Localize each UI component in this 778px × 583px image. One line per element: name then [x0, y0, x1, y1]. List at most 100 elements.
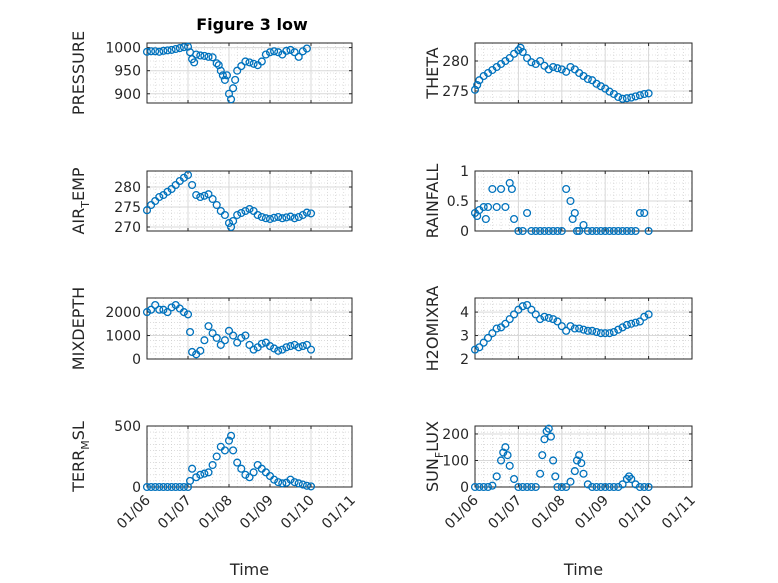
- data-point: [588, 226, 597, 236]
- data-point: [627, 319, 636, 328]
- data-point: [196, 192, 205, 202]
- data-point: [167, 482, 176, 492]
- y-axis-label: RAINFALL: [423, 164, 442, 239]
- data-point: [265, 342, 275, 351]
- data-point: [540, 312, 549, 321]
- data-point: [192, 473, 201, 482]
- data-point: [249, 345, 258, 354]
- data-point: [171, 180, 180, 190]
- data-point: [575, 226, 584, 236]
- y-tick-label: 0: [132, 352, 141, 368]
- y-tick-label: 100: [442, 453, 469, 469]
- data-point: [596, 82, 605, 91]
- data-point: [204, 322, 213, 331]
- data-point: [245, 58, 254, 67]
- data-point: [501, 443, 510, 452]
- data-point: [549, 456, 558, 465]
- data-point: [286, 45, 295, 54]
- data-point: [155, 47, 164, 56]
- data-point: [204, 52, 213, 61]
- y-tick-label: 4: [460, 305, 469, 321]
- data-point: [523, 482, 532, 492]
- data-point: [278, 479, 287, 488]
- data-point: [531, 310, 540, 319]
- data-point: [570, 324, 579, 333]
- data-point: [575, 324, 584, 333]
- data-point: [302, 44, 311, 53]
- data-point: [503, 451, 512, 460]
- subplot-1: 900 950 1000 PRESSURE: [69, 31, 353, 115]
- y-axis-label: PRESSURE: [69, 31, 88, 115]
- data-point: [175, 482, 184, 492]
- data-point: [577, 459, 586, 468]
- data-point: [282, 343, 291, 352]
- data-point: [470, 482, 480, 492]
- data-point: [588, 326, 597, 335]
- data-point: [492, 202, 501, 212]
- data-point: [229, 216, 238, 226]
- subplot-7: 0 500 01/06 01/07 01/08 01/09 01/10 01/11 Time TE…: [69, 419, 359, 579]
- data-point: [596, 482, 605, 492]
- data-point: [605, 226, 614, 236]
- data-point: [618, 480, 627, 489]
- data-point: [286, 342, 295, 351]
- data-point: [196, 470, 205, 479]
- data-point: [622, 320, 631, 330]
- data-point: [557, 482, 566, 492]
- data-point: [566, 62, 575, 72]
- data-point: [155, 192, 164, 202]
- data-point: [274, 212, 283, 222]
- data-point: [609, 226, 618, 236]
- data-point: [553, 64, 562, 73]
- data-point: [627, 474, 636, 484]
- data-point: [290, 48, 299, 57]
- data-point: [270, 213, 279, 222]
- data-point: [544, 226, 553, 236]
- data-point: [208, 194, 217, 204]
- data-point: [302, 481, 311, 490]
- data-point: [241, 57, 250, 66]
- data-point: [294, 479, 303, 488]
- data-point: [473, 80, 482, 90]
- y-tick-label: 0: [132, 480, 141, 496]
- data-point: [233, 66, 242, 75]
- data-point: [257, 339, 266, 348]
- data-point: [233, 338, 242, 347]
- data-point: [159, 482, 168, 492]
- data-point: [557, 65, 566, 74]
- data-point: [614, 226, 623, 236]
- data-point: [492, 472, 501, 481]
- data-point: [306, 482, 316, 491]
- data-point: [579, 220, 588, 230]
- data-point: [220, 446, 229, 455]
- data-point: [518, 302, 527, 311]
- data-point: [505, 461, 514, 470]
- data-point: [562, 326, 571, 335]
- data-point: [261, 50, 270, 59]
- data-point: [302, 340, 311, 349]
- data-point: [306, 345, 316, 354]
- y-tick-label: 1000: [105, 41, 141, 57]
- data-point: [605, 329, 614, 338]
- data-point: [142, 308, 152, 317]
- data-point: [200, 51, 209, 60]
- data-point: [592, 327, 601, 337]
- y-axis-label: SUNFLUX: [423, 421, 446, 492]
- data-point: [286, 212, 295, 221]
- data-point: [216, 66, 225, 75]
- data-point: [618, 323, 627, 332]
- x-tick-label: 01/07: [485, 493, 525, 533]
- data-point: [549, 315, 558, 324]
- data-point: [290, 214, 299, 223]
- data-point: [609, 482, 618, 492]
- x-tick-label: 01/11: [319, 493, 359, 533]
- data-point: [605, 87, 614, 96]
- data-point: [583, 74, 592, 84]
- data-point: [229, 84, 238, 93]
- data-point: [536, 56, 545, 66]
- data-point: [644, 89, 653, 98]
- data-point: [224, 326, 234, 335]
- data-point: [518, 482, 527, 492]
- subplot-6: 2 3 4 H2OMIXRA: [423, 286, 693, 371]
- data-point: [216, 340, 225, 349]
